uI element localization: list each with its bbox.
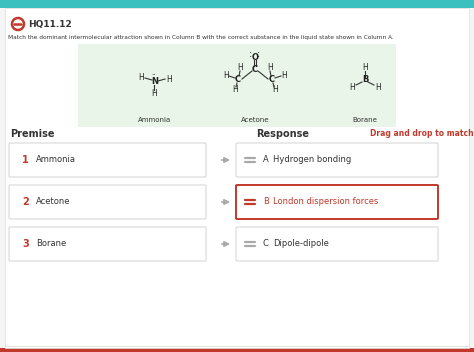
FancyBboxPatch shape	[9, 143, 206, 177]
Text: Borane: Borane	[353, 117, 377, 123]
Text: H: H	[375, 82, 381, 92]
Text: B: B	[362, 75, 368, 84]
Text: Premise: Premise	[10, 129, 55, 139]
Text: 3: 3	[22, 239, 29, 249]
Text: HQ11.12: HQ11.12	[28, 19, 72, 29]
Text: Acetone: Acetone	[36, 197, 71, 207]
FancyBboxPatch shape	[9, 185, 206, 219]
FancyBboxPatch shape	[236, 143, 438, 177]
Text: C: C	[263, 239, 269, 249]
Text: N: N	[152, 77, 158, 87]
Text: C: C	[235, 75, 241, 84]
Text: H: H	[138, 73, 144, 82]
Text: :: :	[257, 49, 261, 59]
FancyBboxPatch shape	[236, 185, 438, 219]
FancyBboxPatch shape	[5, 8, 469, 348]
Text: H: H	[349, 82, 355, 92]
FancyBboxPatch shape	[0, 348, 474, 352]
Text: London dispersion forces: London dispersion forces	[273, 197, 378, 207]
Text: H: H	[267, 63, 273, 73]
Text: Acetone: Acetone	[241, 117, 269, 123]
Text: H: H	[223, 70, 229, 80]
Text: H: H	[272, 86, 278, 94]
Text: H: H	[362, 63, 368, 73]
Text: Ammonia: Ammonia	[36, 156, 76, 164]
Text: B: B	[263, 197, 269, 207]
Text: Drag and drop to match: Drag and drop to match	[370, 130, 474, 138]
Text: A: A	[263, 156, 269, 164]
Text: Dipole-dipole: Dipole-dipole	[273, 239, 329, 249]
Text: Match the dominant intermolecular attraction shown in Column B with the correct : Match the dominant intermolecular attrac…	[8, 36, 394, 40]
FancyBboxPatch shape	[78, 44, 396, 127]
FancyBboxPatch shape	[0, 0, 474, 8]
Text: :: :	[249, 49, 253, 59]
Text: ··: ··	[152, 72, 156, 78]
Text: Response: Response	[256, 129, 309, 139]
Text: 2: 2	[22, 197, 29, 207]
Text: C: C	[252, 65, 258, 75]
Text: Borane: Borane	[36, 239, 66, 249]
FancyBboxPatch shape	[236, 227, 438, 261]
Text: Ammonia: Ammonia	[138, 117, 172, 123]
Text: 1: 1	[22, 155, 29, 165]
Text: O: O	[252, 52, 258, 62]
Text: H: H	[281, 70, 287, 80]
Text: H: H	[232, 86, 238, 94]
FancyBboxPatch shape	[9, 227, 206, 261]
Text: H: H	[237, 63, 243, 73]
Text: C: C	[269, 75, 275, 84]
Text: H: H	[166, 75, 172, 83]
Text: H: H	[151, 88, 157, 98]
Text: Hydrogen bonding: Hydrogen bonding	[273, 156, 351, 164]
